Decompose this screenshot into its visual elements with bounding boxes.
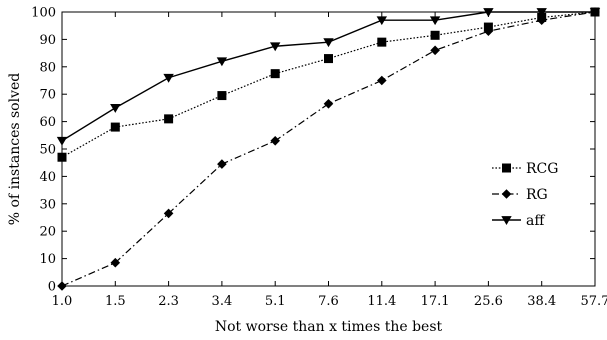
series-line-rg [61, 11, 596, 287]
y-tick-label: 10 [39, 252, 56, 267]
y-tick-label: 90 [39, 33, 56, 48]
axis-ticks: 0 10 20 30 40 50 60 70 80 90 100 1.0 1.5 2.3 3.4 5.1 7.6… [31, 6, 607, 310]
data-point-rg [110, 257, 121, 268]
series-line-aff [61, 11, 595, 142]
y-tick-label: 50 [39, 143, 56, 158]
data-point-aff [163, 73, 174, 83]
series-rg [57, 7, 600, 291]
data-point-rg [536, 15, 547, 26]
series-layer [56, 7, 601, 291]
x-tick-label: 5.1 [265, 294, 286, 309]
data-point-rg [377, 75, 387, 86]
x-tick-label: 1.0 [52, 294, 73, 309]
legend-marker-aff [501, 216, 512, 225]
legend-marker-rg [501, 189, 512, 199]
x-tick-label: 3.4 [212, 294, 233, 309]
data-point-aff [483, 8, 494, 17]
data-point-rg [270, 135, 280, 146]
legend-marker-rcg [502, 163, 511, 173]
x-tick-label: 1.5 [105, 294, 126, 309]
y-axis-title: % of instances solved [7, 73, 23, 226]
legend-item-aff: aff [492, 213, 545, 229]
y-tick-label: 100 [31, 6, 56, 21]
series-line-rcg [61, 11, 596, 158]
data-point-aff [216, 57, 228, 67]
data-point-rg [483, 26, 494, 36]
x-tick-label: 17.1 [421, 294, 450, 309]
x-tick-label: 7.6 [318, 294, 339, 309]
data-point-rcg [377, 37, 387, 47]
data-point-rcg [164, 114, 174, 124]
data-point-aff [323, 38, 334, 48]
x-tick-label: 57.7 [581, 294, 607, 309]
x-tick-label: 38.4 [527, 294, 556, 309]
data-point-aff [110, 104, 121, 113]
data-point-rcg [270, 69, 280, 79]
legend-item-rcg: RCG [492, 161, 558, 177]
y-tick-label: 30 [39, 197, 56, 212]
data-point-aff [376, 16, 387, 26]
x-tick-label: 11.4 [367, 294, 396, 309]
series-aff [56, 8, 601, 146]
legend-item-rg: RG [492, 187, 548, 203]
y-tick-label: 40 [39, 170, 56, 185]
legend-label-rg: RG [526, 187, 548, 203]
data-point-rg [57, 281, 67, 291]
data-point-aff [56, 136, 68, 146]
legend: RCG RG aff [492, 161, 558, 229]
data-point-rg [217, 159, 227, 169]
data-point-rcg [110, 122, 120, 132]
y-tick-label: 0 [48, 280, 56, 295]
series-rcg [57, 7, 600, 162]
data-point-rcg [217, 91, 227, 101]
x-axis-title: Not worse than x times the best [215, 319, 443, 335]
legend-label-aff: aff [526, 213, 545, 229]
data-point-rg [163, 208, 174, 219]
data-point-aff [429, 16, 441, 26]
legend-label-rcg: RCG [526, 161, 558, 177]
data-point-aff [536, 8, 547, 17]
data-point-rcg [324, 54, 333, 64]
y-tick-label: 60 [39, 115, 56, 130]
plot-frame [61, 11, 596, 287]
axes [61, 11, 596, 287]
x-tick-label: 2.3 [158, 294, 179, 309]
data-point-rg [323, 98, 334, 109]
y-tick-label: 80 [39, 60, 56, 75]
data-point-aff [270, 42, 281, 52]
data-point-rg [430, 45, 440, 56]
x-tick-label: 25.6 [474, 294, 503, 309]
data-point-aff [589, 8, 601, 17]
y-tick-label: 70 [39, 88, 56, 103]
y-tick-label: 20 [39, 225, 56, 240]
data-point-rcg [57, 152, 67, 162]
data-point-rcg [430, 30, 440, 40]
